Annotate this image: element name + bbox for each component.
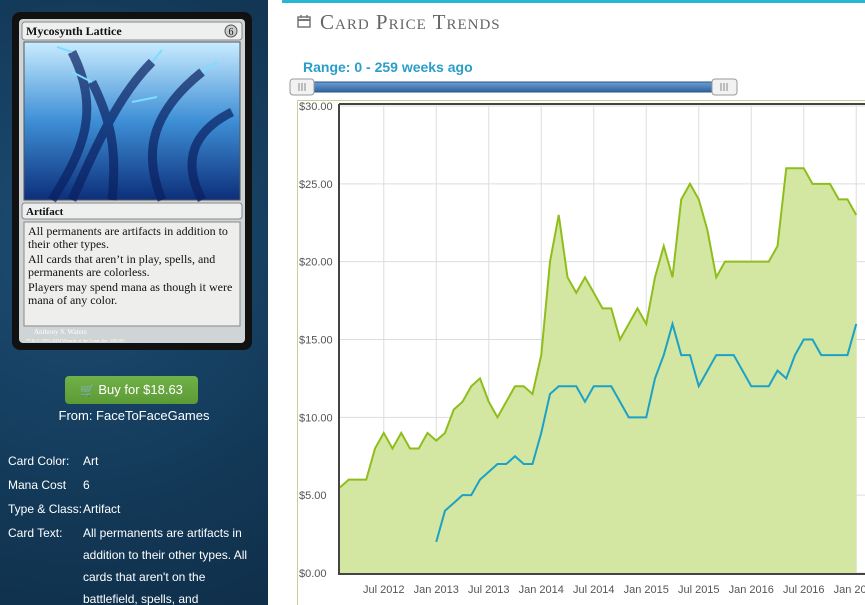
buy-label: Buy for $18.63 [98,382,183,397]
slider-handle[interactable] [289,78,315,96]
card-image: Mycosynth Lattice 6 Artifact All permane… [12,12,252,350]
y-tick-label: $0.00 [299,568,327,580]
card-mana: 6 [229,27,234,38]
chart: $0.00 $5.00 $10.00 $15.00 $20.00 $25.00 $30.00… [297,100,865,605]
detail-label: Type & Class: [8,502,83,516]
card-art [23,41,241,201]
detail-value: Artifact [83,502,121,516]
x-tick-label: Jan 2014 [519,584,564,596]
series-line [435,320,858,543]
x-tick-label: Jan 2013 [414,584,459,596]
buy-button[interactable]: 🛒 Buy for $18.63 [65,376,198,404]
type-bar [21,202,243,220]
card-type: Artifact [26,206,64,218]
y-tick-label: $5.00 [299,490,327,502]
x-tick-label: Jul 2012 [363,584,405,596]
y-tick-label: $10.00 [299,412,333,424]
area [340,168,857,573]
range-label: Range: 0 - 259 weeks ago [303,59,473,75]
x-tick-label: Jul 2015 [678,584,720,596]
x-tick-label: Jul 2016 [783,584,825,596]
rules-line: All permanents are artifacts in addition… [28,225,228,251]
detail-value: All permanents are artifacts in addition… [83,526,248,605]
title-bar [21,21,243,41]
detail-value: Art [83,454,99,468]
x-tick-label: Jul 2013 [468,584,510,596]
artist: Anthony S. Waters [34,328,87,336]
series-line [339,167,858,489]
section-heading: Card Price Trends [320,10,501,34]
x-tick-label: Jan 2015 [624,584,669,596]
copyright: ™ & © 1993–2004 Wizards of the Coast, In… [26,338,125,344]
plot-axis [338,103,865,575]
rules-line: Players may spend mana as though it were… [28,280,233,307]
x-tick-label: Jan 2016 [729,584,774,596]
slider-handle[interactable] [711,78,738,96]
range-slider[interactable] [288,78,740,96]
detail-label: Card Color: [8,454,70,468]
detail-value: 6 [83,478,90,492]
sidebar: Mycosynth Lattice 6 Artifact All permane… [0,0,268,605]
calendar-icon [297,15,311,28]
buy-source: From: FaceToFaceGames [58,408,210,423]
y-tick-label: $15.00 [299,335,333,347]
y-tick-label: $30.00 [299,101,333,113]
detail-label: Mana Cost [8,478,67,492]
x-tick-label: Jan 2017 [834,584,865,596]
x-tick-label: Jul 2014 [573,584,615,596]
y-tick-label: $20.00 [299,257,333,269]
top-rule [282,0,865,3]
detail-label: Card Text: [8,526,63,540]
text-box [23,221,241,327]
card-name: Mycosynth Lattice [26,24,122,38]
rules-box: All permanents are artifacts in addition… [28,225,233,307]
rules-line: All cards that aren’t in play, spells, a… [28,252,216,279]
y-tick-label: $25.00 [299,179,333,191]
